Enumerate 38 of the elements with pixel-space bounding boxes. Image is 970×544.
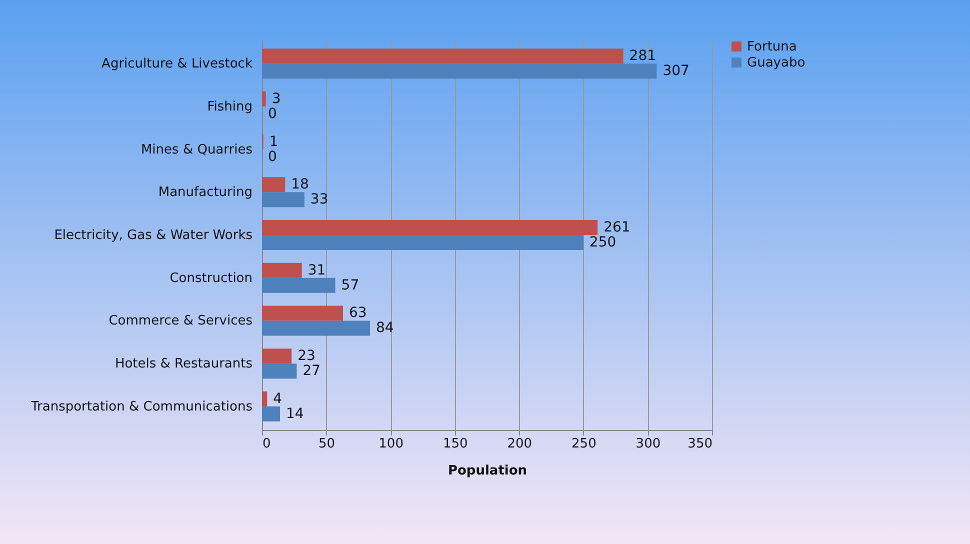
data-label: 63 — [349, 305, 367, 322]
x-tick-label: 0 — [262, 436, 271, 452]
x-tick-label: 50 — [318, 436, 336, 452]
y-tick-label: Agriculture & Livestock — [102, 56, 253, 72]
y-tick-label: Commerce & Services — [108, 314, 253, 329]
y-tick-label: Electricity, Gas & Water Works — [54, 228, 253, 243]
data-label: 250 — [589, 234, 616, 250]
data-label: 281 — [629, 48, 656, 64]
y-tick-label: Fishing — [207, 99, 252, 114]
data-label: 14 — [286, 406, 304, 422]
data-label: 1 — [269, 134, 278, 150]
data-label: 307 — [662, 63, 690, 80]
x-tick-label: 100 — [378, 436, 404, 452]
x-axis-title: Population — [448, 464, 528, 478]
data-label: 31 — [308, 262, 326, 278]
data-label: 27 — [302, 363, 321, 380]
data-label: 33 — [310, 192, 328, 208]
data-label: 84 — [376, 320, 394, 336]
legend-label: Guayabo — [747, 56, 806, 70]
y-tick-label: Construction — [170, 270, 252, 286]
data-label: 18 — [291, 176, 309, 193]
legend-label: Fortuna — [747, 40, 797, 54]
x-tick-label: 300 — [636, 436, 661, 452]
x-tick-label: 350 — [688, 436, 712, 452]
data-label: 3 — [272, 90, 281, 107]
data-label: 57 — [341, 277, 360, 294]
x-tick-label: 150 — [442, 436, 468, 452]
x-tick-label: 250 — [572, 436, 596, 452]
data-label: 0 — [268, 106, 277, 122]
data-label: 0 — [268, 148, 277, 165]
data-label: 23 — [298, 348, 316, 364]
data-label: 4 — [273, 390, 282, 407]
x-tick-label: 200 — [507, 436, 532, 452]
data-label: 261 — [604, 220, 630, 236]
y-tick-label: Mines & Quarries — [140, 142, 253, 158]
y-tick-label: Manufacturing — [158, 185, 252, 200]
y-tick-label: Hotels & Restaurants — [114, 356, 253, 372]
y-tick-label: Transportation & Communications — [30, 399, 253, 414]
